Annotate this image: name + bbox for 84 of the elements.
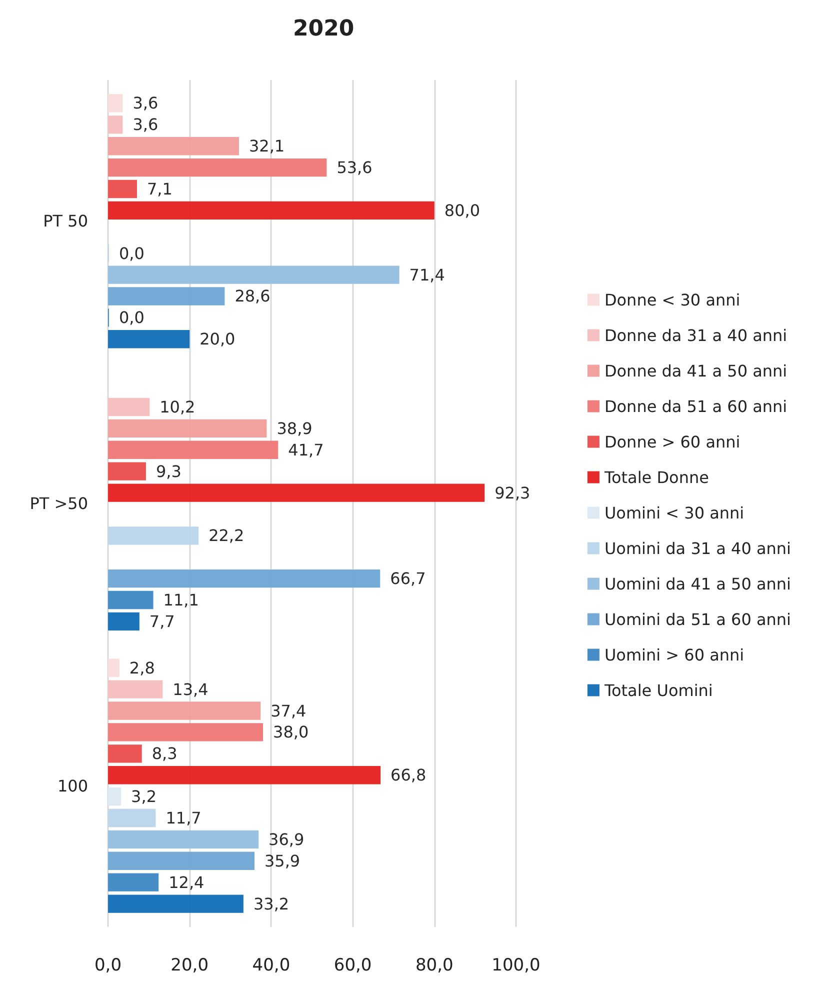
legend-label: Donne da 31 a 40 anni [604,326,788,345]
bar [108,330,190,348]
x-tick-label: 0,0 [94,956,122,976]
data-label: 7,7 [149,612,175,631]
data-label: 3,2 [131,787,157,806]
legend-label: Uomini da 51 a 60 anni [604,610,791,629]
x-tick-label: 40,0 [252,956,290,976]
bar [108,873,159,892]
legend-label: Donne da 41 a 50 anni [604,361,788,380]
bar [108,808,156,828]
data-label: 32,1 [248,136,285,156]
x-tick-label: 100,0 [492,956,540,976]
bar [108,94,123,112]
data-label: 8,3 [152,744,178,764]
data-label: 38,9 [276,418,312,438]
bar [108,201,434,220]
bar [108,766,381,784]
legend-label: Totale Uomini [603,680,713,700]
data-label: 92,3 [494,483,530,502]
data-label: 0,0 [119,244,144,263]
data-label: 7,1 [146,179,172,198]
chart-title: 2020 [293,16,354,42]
legend-label: Uomini < 30 anni [604,503,744,522]
bar [108,158,327,177]
data-label: 53,6 [336,158,372,178]
bar [108,590,154,610]
data-label: 13,4 [172,680,208,699]
data-label: 28,6 [234,286,270,306]
bar [108,723,264,742]
bar [108,419,267,438]
data-label: 37,4 [270,701,306,720]
bar [108,440,278,459]
data-label: 22,2 [208,526,244,546]
data-label: 66,8 [390,766,426,785]
legend-label: Uomini da 31 a 40 anni [604,538,791,558]
bar [108,744,142,763]
bar [108,398,150,416]
legend-label: Donne da 51 a 60 anni [604,396,788,416]
bar [108,787,122,806]
bar [108,658,120,677]
bar [108,894,244,913]
x-tick-label: 20,0 [170,956,209,976]
data-label: 3,6 [132,115,158,134]
bar [108,830,259,849]
data-label: 33,2 [253,894,290,914]
data-label: 11,7 [166,808,202,828]
y-tick-label: PT 50 [43,212,88,231]
data-label: 11,1 [163,590,199,610]
legend-label: Uomini > 60 anni [604,645,744,664]
data-label: 36,9 [268,830,304,849]
bar [108,266,400,284]
bar [108,116,123,134]
bar [108,287,225,306]
legend-label: Donne > 60 anni [604,432,740,452]
y-tick-label: PT >50 [30,494,88,513]
bar [108,484,485,502]
y-tick-label: 100 [57,776,88,796]
bar [108,180,137,198]
data-label: 71,4 [409,265,445,284]
data-label: 20,0 [200,330,236,349]
x-tick-label: 60,0 [334,956,372,976]
bar [108,462,146,480]
data-label: 3,6 [132,94,158,113]
bar [108,569,380,588]
data-label: 35,9 [264,851,300,870]
data-label: 66,7 [390,569,426,588]
data-label: 41,7 [288,440,324,460]
x-tick-label: 80,0 [415,956,454,976]
data-label: 0,0 [119,308,144,328]
bar [108,852,254,870]
data-label: 80,0 [444,200,480,220]
data-label: 12,4 [168,872,204,892]
bar [108,680,163,698]
bar [108,702,261,720]
data-label: 10,2 [160,397,196,416]
legend-label: Donne < 30 anni [604,290,740,310]
data-label: 38,0 [273,722,309,742]
bar [108,612,140,631]
bar [108,137,239,156]
legend-label: Uomini da 41 a 50 anni [604,574,791,594]
bar [108,526,199,545]
data-label: 9,3 [156,462,182,481]
data-label: 2,8 [129,658,155,678]
legend-label: Totale Donne [603,468,709,487]
